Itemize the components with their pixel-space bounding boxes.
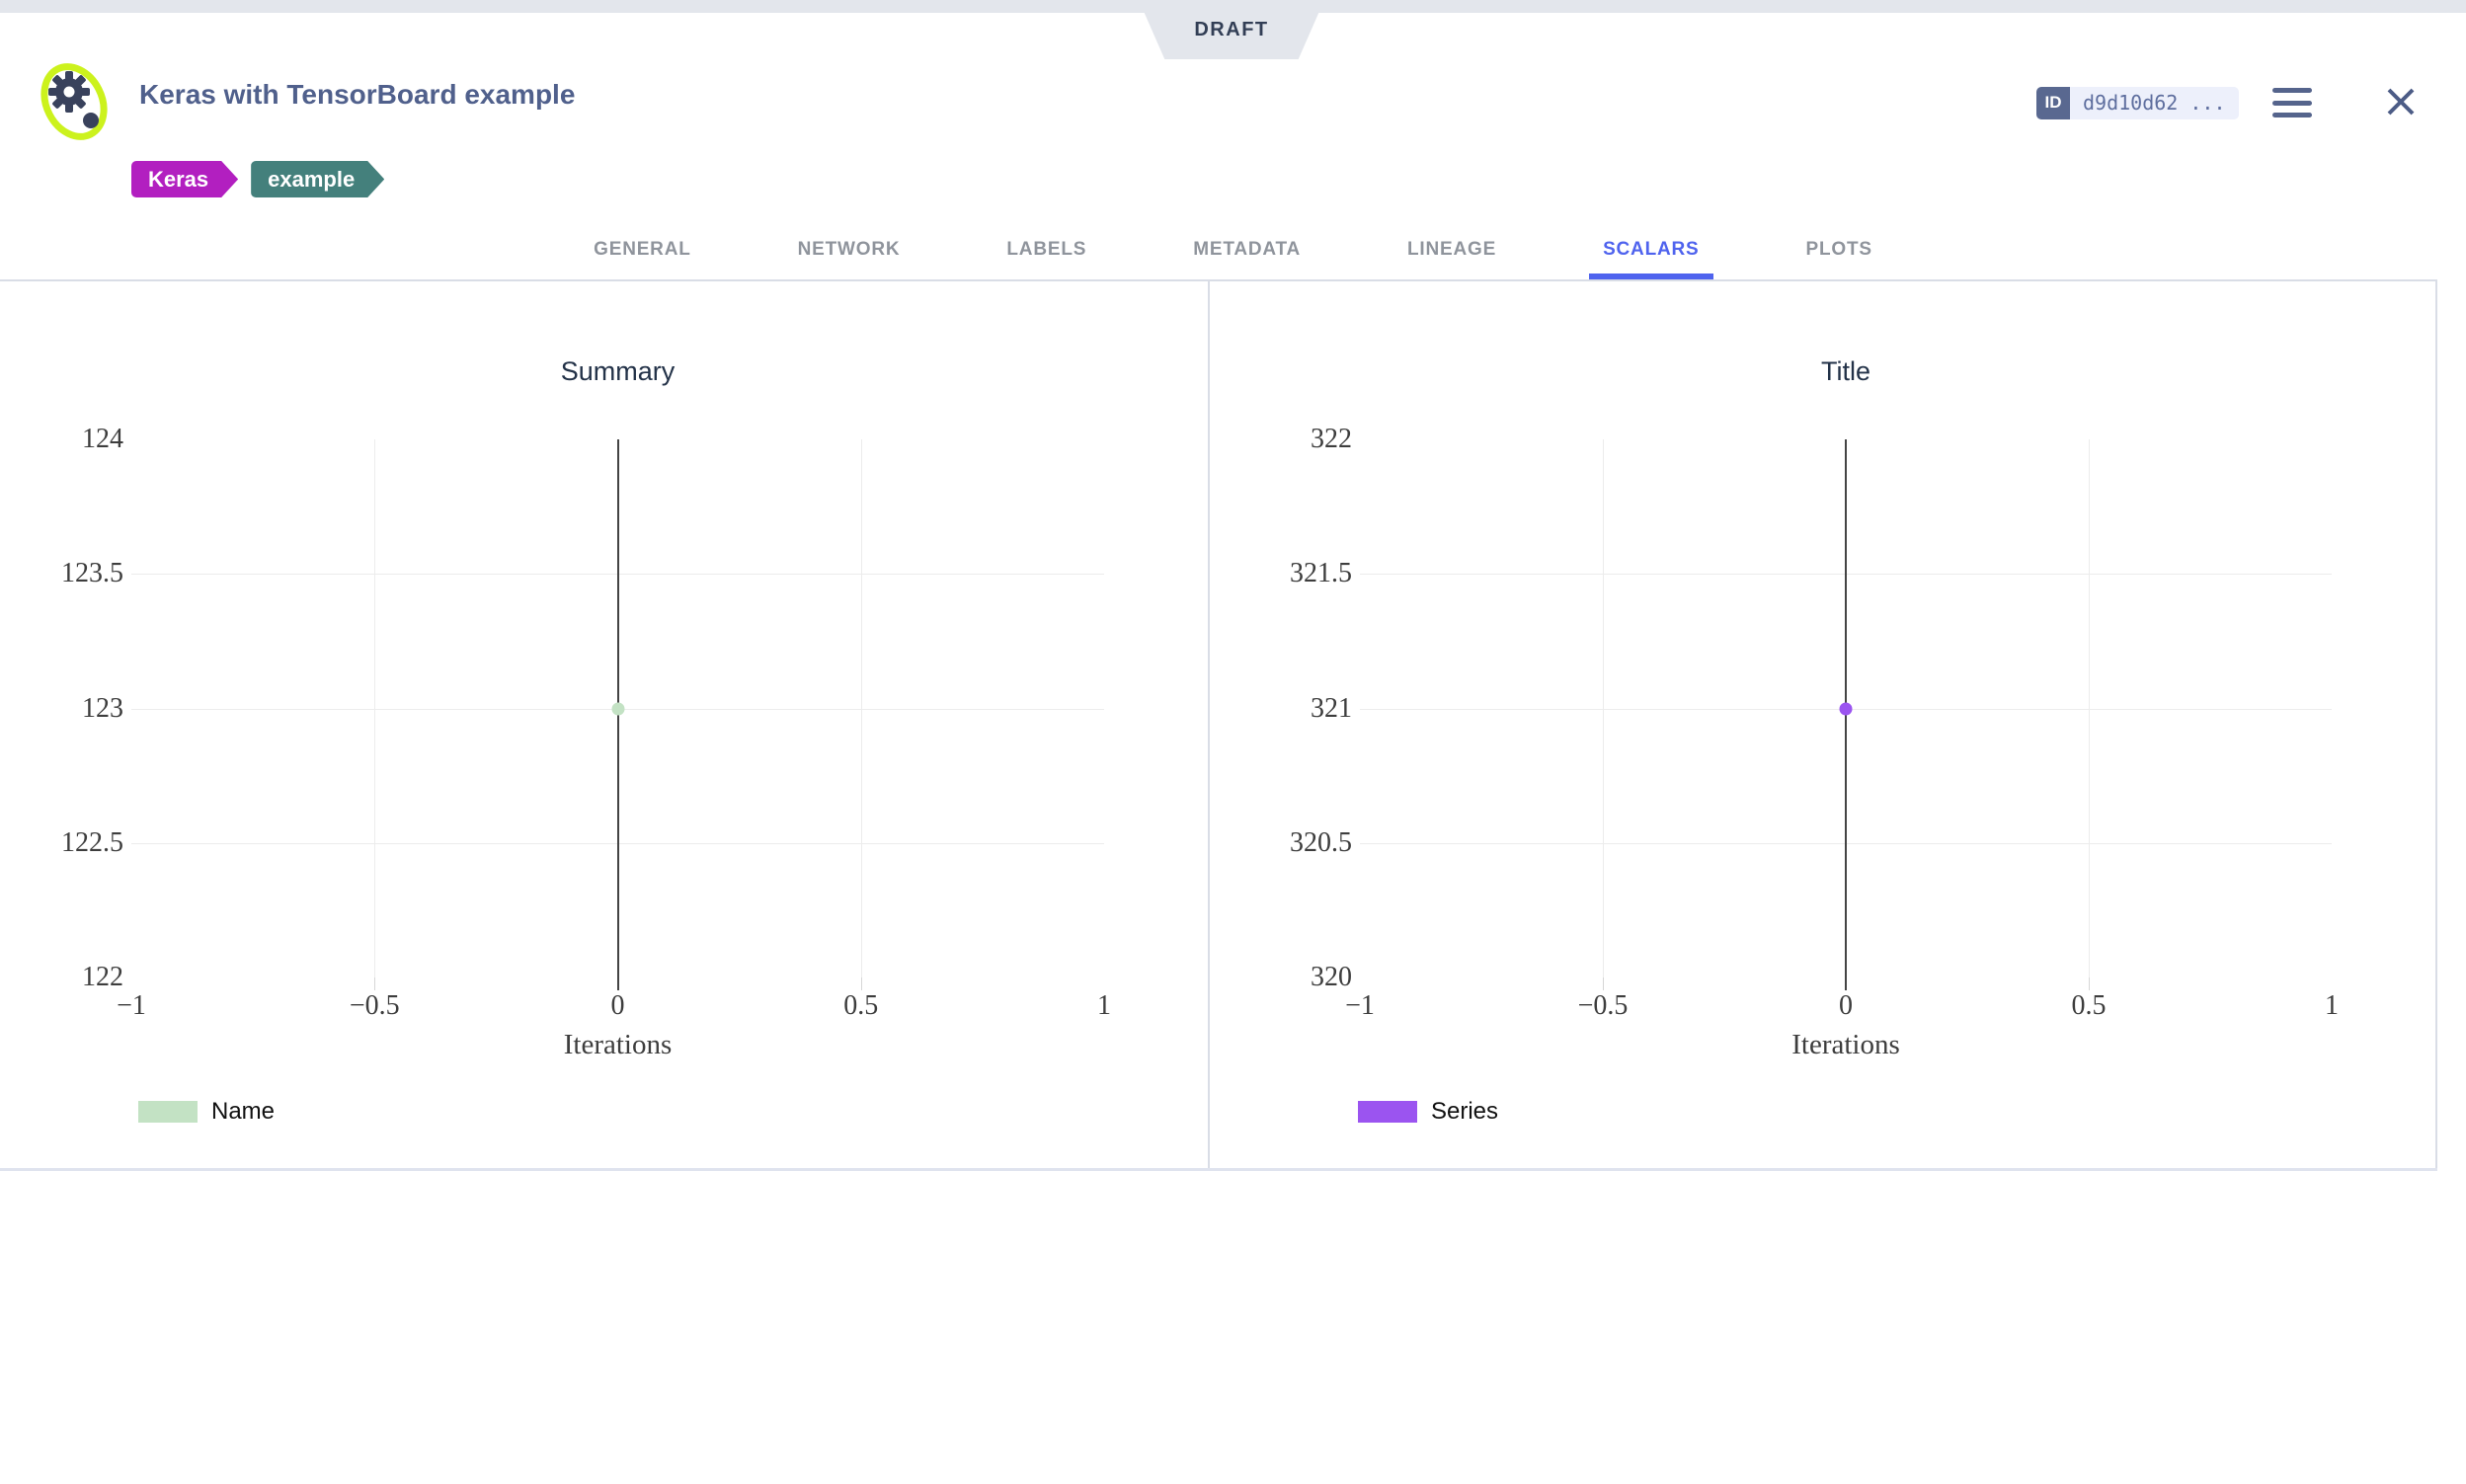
legend-item[interactable]: Name	[138, 1098, 275, 1126]
y-tick-label: 122	[82, 962, 123, 992]
gridline-vertical	[2089, 439, 2090, 977]
y-tick-label: 123.5	[61, 558, 123, 589]
legend-label: Name	[211, 1098, 276, 1125]
x-tick-label: 0.5	[843, 990, 879, 1021]
legend-swatch	[1358, 1101, 1417, 1123]
y-tick-label: 123	[82, 692, 123, 724]
chart-panel-summary: Summary 122 122.5 123 123.5 124 −1 −0.5 0 0.5 1 Ite…	[0, 281, 1208, 1168]
tab-general[interactable]: GENERAL	[594, 238, 691, 260]
legend-item[interactable]: Series	[1358, 1098, 1498, 1126]
tab-labels[interactable]: LABELS	[1006, 238, 1087, 260]
y-tick-label: 322	[1311, 424, 1352, 454]
close-icon	[2387, 88, 2414, 116]
gridline-vertical	[374, 439, 376, 977]
chart-title: Title	[1820, 356, 1870, 386]
tab-network[interactable]: NETWORK	[797, 238, 901, 260]
x-tick-label: 0.5	[2071, 990, 2107, 1021]
x-tick-mark	[374, 977, 376, 990]
plot-area[interactable]	[131, 439, 1104, 990]
hamburger-icon	[2271, 88, 2312, 93]
id-badge-value[interactable]: d9d10d62 ...	[2070, 86, 2239, 119]
y-tick-label: 320.5	[1290, 826, 1352, 858]
x-tick-mark	[2089, 977, 2090, 990]
experiment-gear-icon	[34, 55, 117, 148]
panel-right-border	[2435, 281, 2437, 1168]
plot-area[interactable]	[1360, 439, 2332, 990]
x-tick-label: −1	[1345, 990, 1375, 1021]
legend-swatch	[138, 1101, 198, 1123]
tab-plots[interactable]: PLOTS	[1805, 238, 1872, 260]
y-tick-label: 321	[1311, 692, 1352, 724]
x-tick-label: 1	[2325, 990, 2339, 1021]
tab-lineage[interactable]: LINEAGE	[1407, 238, 1497, 260]
header-divider	[0, 279, 2437, 281]
x-axis-title: Iterations	[563, 1029, 673, 1060]
x-tick-mark	[1603, 977, 1604, 990]
x-tick-label: 1	[1097, 990, 1111, 1021]
data-point[interactable]	[611, 702, 624, 715]
tab-bar: GENERAL NETWORK LABELS METADATA LINEAGE SCALA…	[0, 219, 2466, 279]
tag-list: Keras example	[131, 161, 397, 197]
header-actions: ID d9d10d62 ...	[2036, 85, 2419, 120]
draft-label: DRAFT	[1194, 18, 1269, 40]
chart-title: Summary	[560, 356, 676, 386]
x-tick-label: 0	[1839, 990, 1853, 1021]
y-tick-label: 321.5	[1290, 558, 1352, 589]
id-badge[interactable]: ID d9d10d62 ...	[2036, 86, 2239, 119]
data-point[interactable]	[1839, 702, 1853, 715]
gridline-vertical	[1603, 439, 1604, 977]
x-tick-mark	[860, 977, 862, 990]
x-tick-label: 0	[610, 990, 625, 1021]
id-badge-label: ID	[2036, 86, 2070, 119]
experiment-title: Keras with TensorBoard example	[139, 79, 576, 110]
draft-ribbon: DRAFT	[1139, 0, 1324, 59]
chart-panel-title: Title 320 320.5 321 321.5 322 −1 −0.5 0 0.5 1 Itera…	[1210, 281, 2437, 1168]
tag-keras: Keras	[131, 161, 238, 197]
gridline-vertical	[860, 439, 862, 977]
legend-label: Series	[1431, 1098, 1499, 1125]
panel-bottom-border	[0, 1168, 2437, 1171]
tag-example: example	[251, 161, 384, 197]
panel-divider	[1208, 281, 1210, 1168]
close-button[interactable]	[2383, 85, 2419, 120]
x-tick-label: −0.5	[1577, 990, 1629, 1021]
tab-metadata[interactable]: METADATA	[1193, 238, 1301, 260]
zero-line	[1845, 439, 1847, 990]
y-tick-label: 320	[1311, 962, 1352, 992]
y-tick-label: 124	[82, 424, 123, 454]
x-axis-title: Iterations	[1791, 1029, 1900, 1060]
x-tick-label: −1	[117, 990, 146, 1021]
zero-line	[616, 439, 619, 990]
y-tick-label: 122.5	[61, 826, 123, 858]
x-tick-label: −0.5	[349, 990, 400, 1021]
tab-scalars[interactable]: SCALARS	[1589, 219, 1713, 279]
menu-button[interactable]	[2271, 88, 2312, 117]
